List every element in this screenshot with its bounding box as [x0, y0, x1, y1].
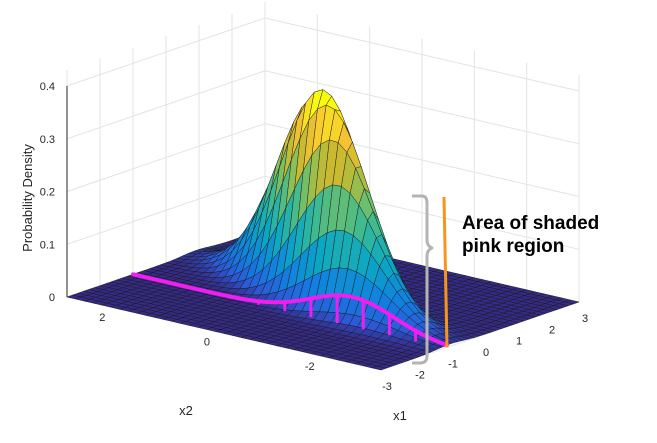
x1-tick-label: -2	[415, 370, 425, 382]
z-tick-label: 0.3	[40, 134, 55, 146]
axis-ticks: 0 0.1 0.2 0.3 0.4 -3 -2 -1 0 1 2 3 -2 0 2	[40, 81, 588, 393]
surface-patch	[372, 365, 387, 371]
z-tick-label: 0.2	[40, 187, 55, 199]
pink-curve	[131, 272, 449, 348]
x1-tick-label: -3	[382, 381, 392, 393]
pdf-surface	[66, 89, 580, 371]
z-axis-label: Probability Density	[20, 144, 35, 252]
z-tick-label: 0	[49, 292, 55, 304]
x1-tick-label: 2	[549, 324, 555, 336]
x2-axis-label: x2	[179, 403, 193, 418]
x1-tick-label: 3	[582, 313, 588, 325]
z-tick-label: 0.1	[40, 239, 55, 251]
x2-tick-label: -2	[305, 361, 315, 373]
axis-labels: Probability Density x1 x2	[20, 144, 407, 423]
annotation-text: Area of shaded pink region	[462, 212, 652, 258]
orange-line	[442, 196, 449, 348]
x1-tick-label: -1	[448, 358, 458, 370]
bracket	[412, 194, 434, 365]
x2-tick-label: 2	[99, 312, 105, 324]
orange-cut-line	[442, 196, 449, 348]
bracket-path	[412, 194, 434, 365]
annotation-line-1: Area of shaded	[462, 213, 600, 234]
annotation-line-2: pink region	[462, 236, 565, 257]
x1-tick-label: 0	[483, 347, 489, 359]
x1-axis-label: x1	[393, 408, 407, 423]
x2-tick-label: 0	[204, 337, 210, 349]
z-tick-label: 0.4	[40, 81, 55, 93]
pink-region-curve	[131, 272, 449, 348]
x1-tick-label: 1	[516, 336, 522, 348]
